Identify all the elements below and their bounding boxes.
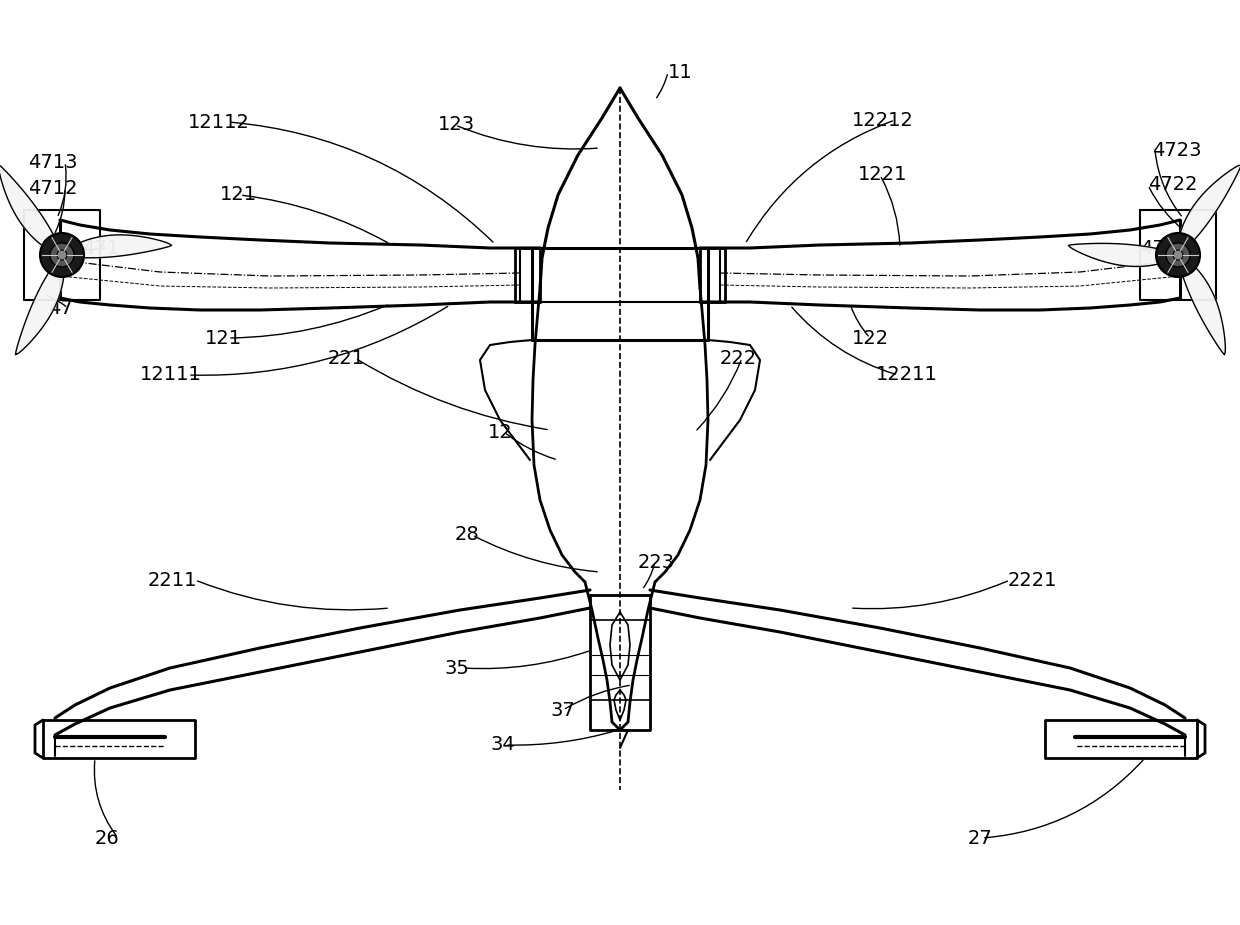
Text: 37: 37 <box>551 700 575 720</box>
Polygon shape <box>1177 165 1240 255</box>
Text: 223: 223 <box>639 552 675 572</box>
Text: 12212: 12212 <box>852 110 914 130</box>
Text: 11: 11 <box>668 63 693 81</box>
Text: 123: 123 <box>438 116 475 134</box>
Polygon shape <box>1069 243 1178 266</box>
Text: 4722: 4722 <box>1148 176 1198 194</box>
Circle shape <box>1173 250 1183 260</box>
Text: 121: 121 <box>205 328 242 348</box>
Circle shape <box>57 250 67 260</box>
Text: 122: 122 <box>852 328 889 348</box>
Circle shape <box>50 243 74 267</box>
Polygon shape <box>16 255 64 354</box>
Circle shape <box>40 233 84 277</box>
Text: 2221: 2221 <box>1008 571 1058 589</box>
Text: 27: 27 <box>968 829 993 847</box>
Text: 12111: 12111 <box>140 365 202 385</box>
Polygon shape <box>62 235 171 258</box>
Text: 222: 222 <box>720 349 758 367</box>
Text: 35: 35 <box>445 659 470 677</box>
Text: 471: 471 <box>82 239 119 257</box>
Text: 28: 28 <box>455 525 480 545</box>
Polygon shape <box>0 165 62 255</box>
Text: 4712: 4712 <box>29 179 77 198</box>
Text: 2211: 2211 <box>148 571 197 589</box>
Text: 221: 221 <box>329 349 365 367</box>
Text: 47: 47 <box>48 299 73 317</box>
Text: 34: 34 <box>490 735 515 755</box>
Text: 12112: 12112 <box>188 113 250 131</box>
Text: 12211: 12211 <box>875 365 937 385</box>
Text: 1221: 1221 <box>858 166 908 184</box>
Text: 4723: 4723 <box>1152 141 1202 159</box>
Circle shape <box>1156 233 1200 277</box>
Text: 12: 12 <box>489 423 513 441</box>
Text: 121: 121 <box>219 186 257 204</box>
Circle shape <box>1166 243 1190 267</box>
Polygon shape <box>1178 255 1225 354</box>
Text: 4713: 4713 <box>29 153 77 171</box>
Text: 26: 26 <box>95 829 120 847</box>
Text: 472: 472 <box>1140 239 1177 257</box>
